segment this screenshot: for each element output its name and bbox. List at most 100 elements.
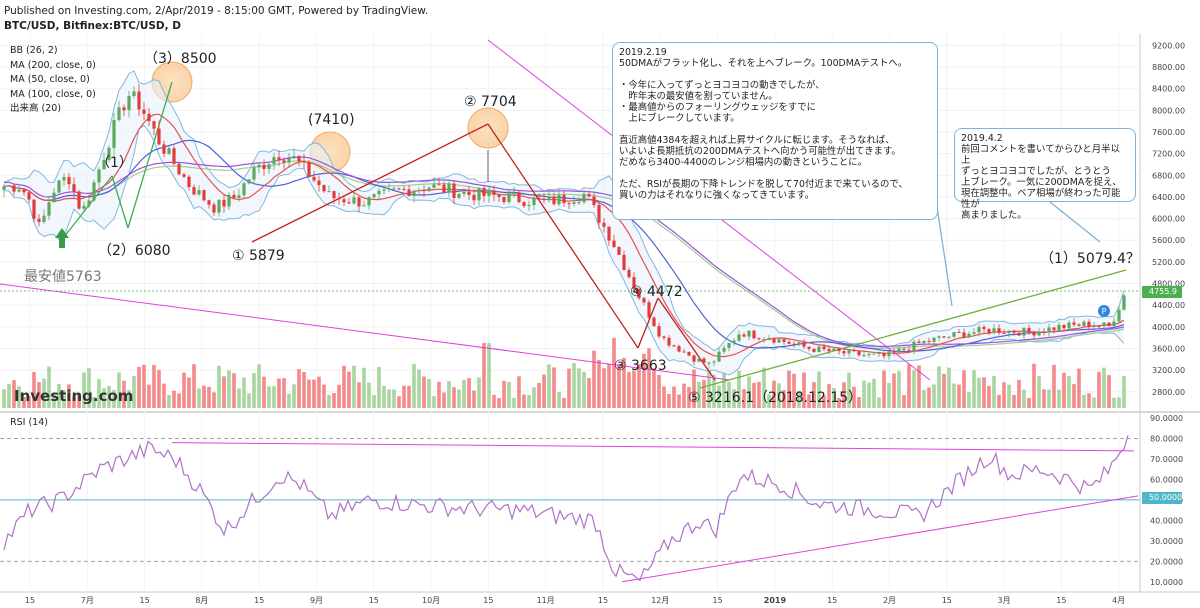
volume-bar <box>57 383 61 408</box>
candle-body <box>27 192 31 200</box>
volume-bar <box>1002 382 1006 408</box>
candle-body <box>832 348 836 352</box>
volume-bar <box>812 382 816 408</box>
candle-body <box>992 328 996 333</box>
volume-bar <box>392 389 396 408</box>
candle-body <box>302 161 306 163</box>
rsi-tick-label: 60.0000 <box>1150 475 1183 484</box>
volume-bar <box>412 363 416 408</box>
volume-bar <box>787 370 791 408</box>
indicator-ma50[interactable]: MA (50, close, 0) <box>10 74 90 85</box>
candle-body <box>422 189 426 192</box>
candle-body <box>387 188 391 190</box>
volume-bar <box>207 386 211 408</box>
volume-bar <box>257 364 261 408</box>
candle-body <box>592 196 596 205</box>
volume-bar <box>517 376 521 408</box>
candle-body <box>182 174 186 177</box>
candle-body <box>447 183 451 193</box>
volume-bar <box>747 376 751 408</box>
volume-bar <box>387 389 391 408</box>
volume-bar <box>377 366 381 408</box>
volume-bar <box>1032 363 1036 408</box>
candle-body <box>1027 327 1031 333</box>
volume-bar <box>782 390 786 408</box>
volume-bar <box>762 367 766 408</box>
annotation-target: （1）5079.4？ <box>1040 251 1140 267</box>
trend-line-green <box>127 81 173 229</box>
volume-bar <box>82 372 86 408</box>
volume-bar <box>587 378 591 408</box>
candle-body <box>882 353 886 357</box>
candle-body <box>307 161 311 177</box>
volume-bar <box>12 380 16 408</box>
volume-bar <box>832 388 836 408</box>
candle-body <box>562 194 566 204</box>
volume-bar <box>742 389 746 408</box>
candle-body <box>357 197 361 207</box>
rsi-tick-label: 90.0000 <box>1150 414 1183 423</box>
x-tick-label: 15 <box>827 596 837 605</box>
candle-body <box>142 109 146 114</box>
candle-body <box>512 192 516 194</box>
candle-body <box>632 277 636 289</box>
volume-bar <box>947 367 951 408</box>
indicator-volume[interactable]: 出来高 (20) <box>10 103 62 114</box>
volume-bar <box>837 397 841 408</box>
volume-bar <box>987 385 991 408</box>
volume-bar <box>897 371 901 408</box>
volume-bar <box>317 376 321 408</box>
rsi-tag-bg <box>1142 492 1182 504</box>
candle-body <box>172 148 176 164</box>
y-tick-label: 6800.00 <box>1152 171 1185 180</box>
volume-bar <box>72 396 76 408</box>
candle-body <box>552 196 556 205</box>
trend-line-magenta <box>0 283 731 381</box>
volume-bar <box>752 382 756 408</box>
volume-bar <box>292 384 296 408</box>
x-tick-label: 4月 <box>1112 596 1125 605</box>
volume-bar <box>262 376 266 408</box>
candle-body <box>427 187 431 192</box>
volume-bar <box>1067 375 1071 408</box>
volume-bar <box>767 394 771 408</box>
candle-body <box>87 200 91 206</box>
volume-bar <box>1052 364 1056 408</box>
candle-body <box>777 339 781 343</box>
annotation-5879: ① 5879 <box>232 248 285 264</box>
trend-line-green <box>111 175 129 229</box>
candle-body <box>352 197 356 204</box>
candle-body <box>982 327 986 330</box>
indicator-bb[interactable]: BB (26, 2) <box>10 45 58 56</box>
x-tick-label: 15 <box>483 596 493 605</box>
candle-body <box>907 349 911 351</box>
indicator-ma100[interactable]: MA (100, close, 0) <box>10 88 96 100</box>
volume-bar <box>282 378 286 408</box>
candle-body <box>342 199 346 203</box>
x-tick-label: 2月 <box>883 596 896 605</box>
rsi-label[interactable]: RSI (14) <box>10 417 48 428</box>
candle-body <box>252 167 256 180</box>
comment-2019-04-02: 2019.4.2 前回コメントを書いてからひと月半以上 ずっとヨコヨコでしたが、… <box>954 128 1136 221</box>
candle-body <box>382 189 386 191</box>
volume-bar <box>1097 371 1101 408</box>
volume-bar <box>372 394 376 408</box>
candle-body <box>282 160 286 163</box>
volume-bar <box>597 359 601 408</box>
candle-body <box>747 330 751 337</box>
y-tick-label: 9200.00 <box>1152 41 1185 50</box>
candle-body <box>762 339 766 341</box>
volume-bar <box>447 381 451 408</box>
pin-icon <box>1098 305 1110 317</box>
candle-body <box>587 193 591 197</box>
volume-bar <box>807 394 811 408</box>
volume-bar <box>522 394 526 408</box>
trend-line-red <box>251 123 489 243</box>
volume-bar <box>1082 394 1086 408</box>
volume-bar <box>347 371 351 408</box>
indicator-ma200[interactable]: MA (200, close, 0) <box>10 59 96 71</box>
volume-bar <box>37 382 41 408</box>
annotation-point-1: （1） <box>96 155 133 171</box>
volume-bar <box>227 370 231 408</box>
candle-body <box>677 346 681 352</box>
